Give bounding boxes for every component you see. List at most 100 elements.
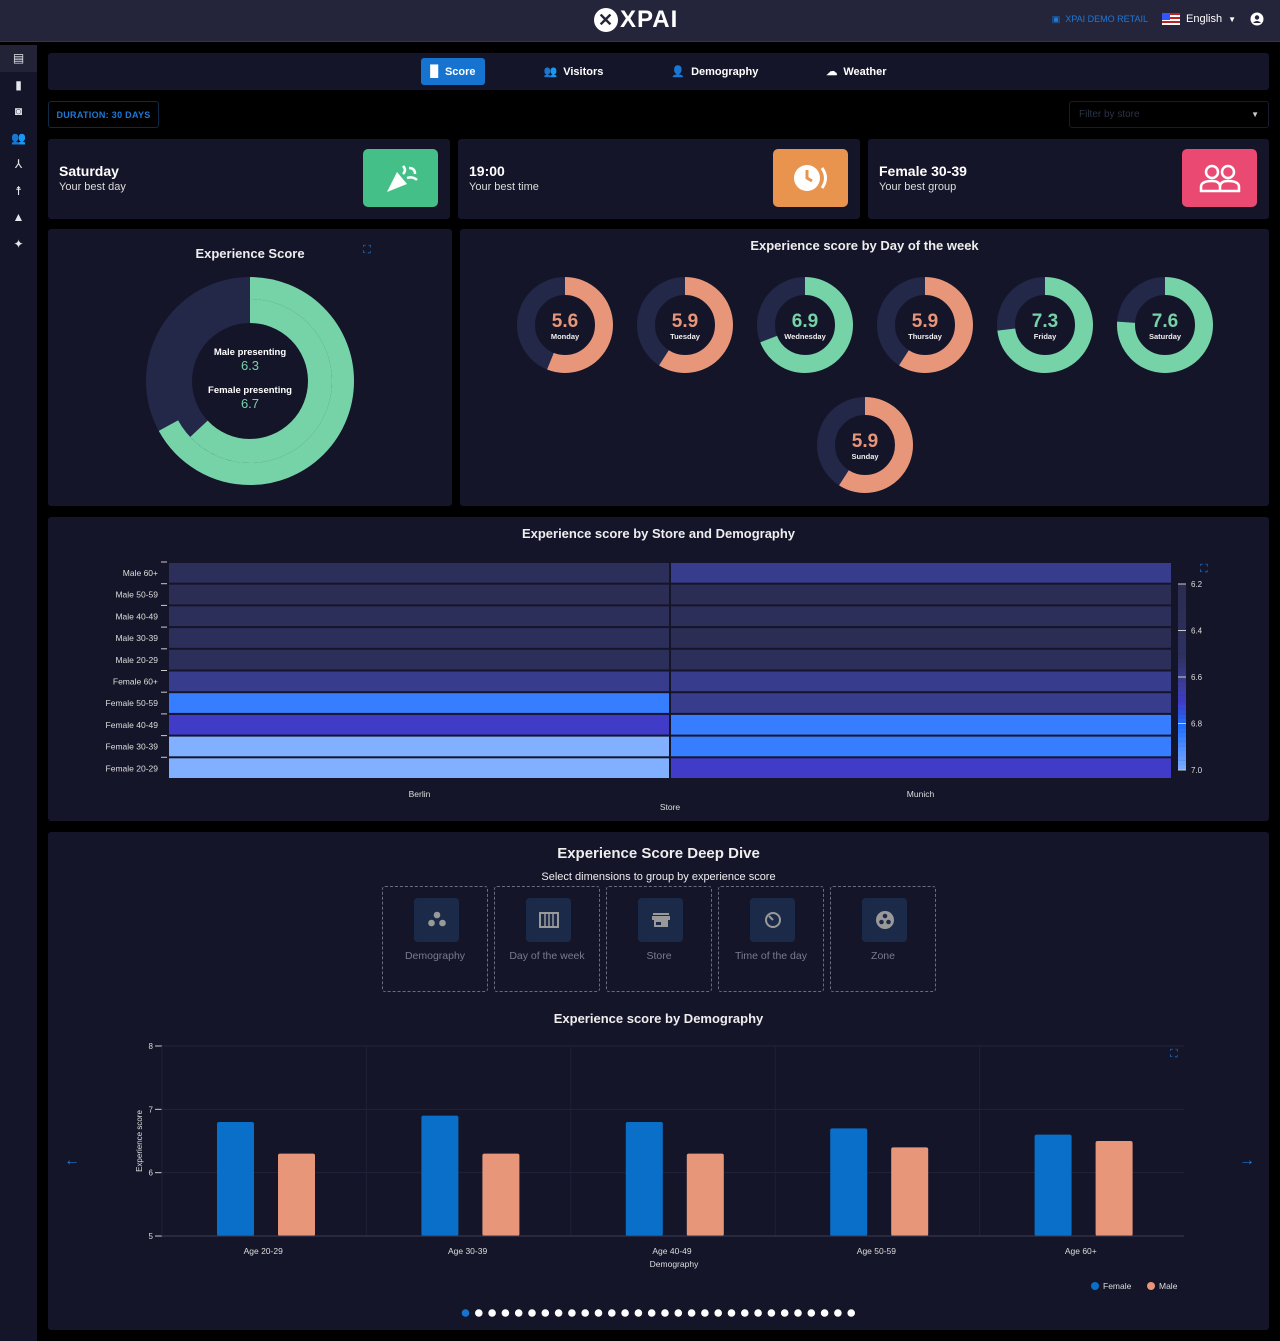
pagination-dot[interactable] [594, 1309, 603, 1317]
pagination-dot[interactable] [834, 1309, 842, 1317]
pagination-dot[interactable] [780, 1309, 789, 1317]
pagination-dot[interactable] [541, 1309, 550, 1317]
sidebar-item-hub[interactable]: ⅄ [0, 151, 37, 178]
pagination-dot[interactable] [488, 1309, 496, 1317]
colorbar-segment [1178, 686, 1186, 692]
day-label: Thursday [908, 332, 943, 341]
prev-arrow-icon[interactable]: ← [64, 1152, 80, 1169]
sidebar-item-accessibility[interactable]: ☨ [0, 178, 37, 205]
tab-demography[interactable]: 👤 Demography [671, 65, 759, 79]
legend-marker [1147, 1282, 1155, 1290]
next-arrow-icon[interactable]: → [1239, 1152, 1255, 1169]
sidebar-item-analytics[interactable]: ▮ [0, 72, 37, 99]
expand-icon[interactable]: ⛶ [1170, 1048, 1178, 1060]
day-ring-tuesday [637, 277, 733, 373]
colorbar-segment [1178, 616, 1186, 622]
heatmap-cell [671, 671, 1171, 692]
colorbar-segment [1178, 728, 1186, 733]
tab-visitors[interactable]: 👥 Visitors [543, 65, 604, 79]
calendar-week-icon [526, 898, 571, 942]
pagination-dot[interactable] [475, 1309, 483, 1317]
colorbar-segment [1178, 695, 1186, 701]
heatmap-cell [671, 606, 1171, 627]
pagination-dot[interactable] [647, 1309, 656, 1317]
heatmap-cell [169, 606, 669, 627]
pagination-dot[interactable] [568, 1309, 576, 1317]
sidebar-item-report[interactable]: ◙ [0, 98, 37, 125]
female-ring [146, 277, 354, 485]
bar-male [278, 1153, 315, 1236]
pagination-dot[interactable] [754, 1309, 762, 1317]
sidebar: ▤ ▮ ◙ 👥 ⅄ ☨ ▲ ✦ [0, 45, 37, 1341]
female-value: 6.7 [240, 396, 260, 411]
sidebar-item-people[interactable]: 👥 [0, 125, 37, 152]
pagination-dot[interactable] [687, 1309, 696, 1317]
pagination-dot[interactable] [608, 1309, 616, 1317]
store-icon: ▤ [12, 51, 25, 66]
pagination-dot[interactable] [514, 1309, 523, 1317]
colorbar-segment [1178, 653, 1186, 659]
us-flag-icon [1162, 13, 1180, 25]
colorbar-segment [1178, 765, 1186, 771]
store-filter-select[interactable]: Filter by store ▼ [1069, 101, 1269, 128]
heatmap-cell [169, 714, 669, 735]
colorbar-segment [1178, 663, 1186, 668]
pagination-dot[interactable] [621, 1309, 629, 1317]
experience-score-card: Experience Score ⛶ Male presenting 6.3 F… [48, 229, 452, 506]
sidebar-item-lab[interactable]: ▲ [0, 204, 37, 231]
colorbar-segment [1178, 704, 1186, 710]
pagination-dot[interactable] [501, 1309, 510, 1317]
heatmap-row-label: Female 20-29 [106, 763, 159, 773]
pagination-dot[interactable] [741, 1309, 749, 1317]
expand-icon[interactable]: ⛶ [363, 244, 371, 256]
expand-icon[interactable]: ⛶ [1200, 563, 1208, 575]
pagination-dot[interactable] [727, 1309, 736, 1317]
bar-male [891, 1147, 929, 1236]
pagination-dot[interactable] [767, 1309, 776, 1317]
language-selector[interactable]: English ▼ [1162, 13, 1236, 25]
colorbar-label: 6.4 [1191, 627, 1203, 636]
day-label: Friday [1034, 332, 1057, 341]
people-icon: 👤 [671, 66, 686, 78]
pagination-dot[interactable] [714, 1309, 722, 1317]
legend-label: Female [1103, 1281, 1132, 1291]
sparkle-icon: ✦ [13, 236, 24, 251]
day-ring-saturday [1117, 277, 1213, 373]
tab-weather[interactable]: ☁ Weather [826, 65, 887, 79]
day-ring-monday [517, 277, 613, 373]
pagination-dot[interactable] [581, 1309, 589, 1317]
pagination-dot[interactable] [820, 1309, 829, 1317]
pagination-dot[interactable] [701, 1309, 709, 1317]
caret-down-icon: ▼ [1228, 14, 1236, 24]
dimension-day-of-week[interactable]: Day of the week [494, 886, 600, 992]
dimension-demography[interactable]: Demography [382, 886, 488, 992]
pagination-dot[interactable] [847, 1309, 855, 1317]
kpi-best-group: Female 30-39 Your best group [868, 139, 1269, 219]
dimension-zone[interactable]: Zone [830, 886, 936, 992]
pagination-dot[interactable] [674, 1309, 683, 1317]
pagination-dot[interactable] [807, 1309, 816, 1317]
sidebar-item-store[interactable]: ▤ [0, 45, 37, 72]
people-icon: 👥 [11, 130, 26, 145]
account-icon[interactable] [1250, 12, 1264, 26]
pagination-dot[interactable] [661, 1309, 669, 1317]
dimension-time-of-day[interactable]: Time of the day [718, 886, 824, 992]
duration-button[interactable]: DURATION: 30 DAYS [48, 101, 159, 128]
male-value: 6.3 [240, 358, 260, 373]
kpi-best-time: 19:00 Your best time [458, 139, 860, 219]
pagination-dot[interactable] [554, 1309, 563, 1317]
sidebar-item-ai[interactable]: ✦ [0, 231, 37, 258]
store-icon: ▣ [1051, 13, 1061, 24]
store-account[interactable]: ▣ XPAI DEMO RETAIL [1051, 13, 1148, 25]
day-label: Wednesday [784, 332, 826, 341]
pagination-dot[interactable] [794, 1309, 802, 1317]
heatmap-cell [169, 563, 669, 583]
brand-logo[interactable]: ✕ XPAI [594, 6, 678, 34]
pagination-dot[interactable] [528, 1309, 536, 1317]
heatmap-x-axis-label: Store [660, 802, 681, 812]
pagination-dot[interactable] [634, 1309, 643, 1317]
tab-score[interactable]: ▉ Score [421, 58, 485, 85]
pagination-dot[interactable] [461, 1309, 470, 1317]
colorbar-segment [1178, 607, 1186, 613]
dimension-store[interactable]: Store [606, 886, 712, 992]
